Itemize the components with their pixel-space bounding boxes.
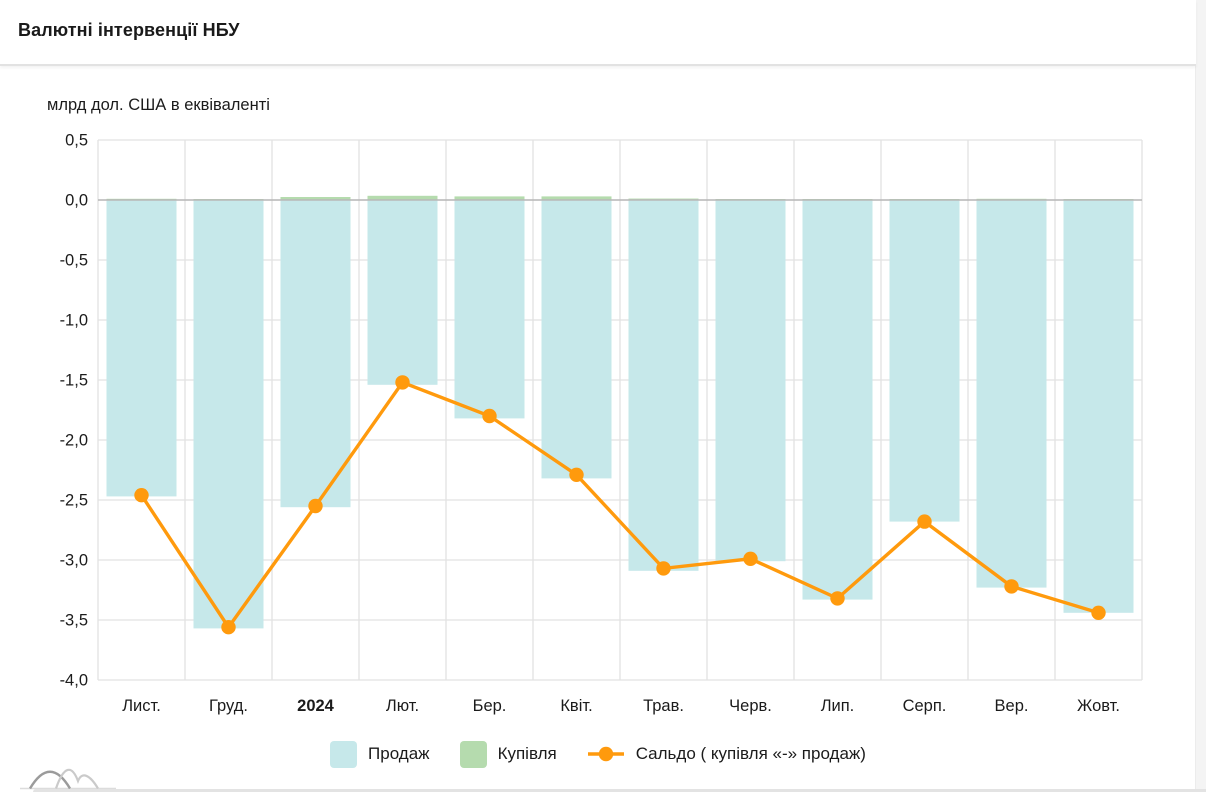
chart-area: 0,5 0,0 -0,5 -1,0 -1,5 -2,0 -2,5 -3,0 -3,5 -4,0 Ли… (0, 0, 1206, 735)
balance-point[interactable] (656, 561, 671, 576)
sell-bar[interactable] (715, 200, 786, 562)
page-header: Валютні інтервенції НБУ (0, 0, 1196, 66)
page-title: Валютні інтервенції НБУ (18, 20, 240, 40)
sell-bar[interactable] (280, 200, 351, 508)
site-logo-icon (20, 768, 116, 790)
y-tick-label: -3,0 (60, 552, 88, 570)
interventions-chart[interactable]: 0,5 0,0 -0,5 -1,0 -1,5 -2,0 -2,5 -3,0 -3,5 -4,0 Ли… (0, 0, 1206, 735)
balance-point[interactable] (569, 467, 584, 482)
buy-swatch-icon (459, 740, 487, 768)
buy-bar[interactable] (280, 197, 351, 200)
y-tick-label: 0,5 (65, 132, 88, 150)
x-tick-label: Жовт. (1077, 697, 1120, 715)
balance-point[interactable] (134, 488, 149, 503)
balance-point[interactable] (482, 408, 497, 424)
y-tick-label: -3,5 (60, 612, 88, 630)
y-tick-label: -1,5 (60, 372, 88, 390)
balance-point[interactable] (830, 591, 845, 606)
legend-item-buy[interactable]: Купівля (459, 740, 557, 768)
x-tick-label: 2024 (297, 697, 335, 715)
y-tick-label: 0,0 (65, 192, 88, 210)
balance-point[interactable] (221, 620, 236, 635)
x-tick-label: Лип. (821, 697, 855, 715)
sell-bar[interactable] (541, 200, 612, 479)
buy-bar[interactable] (541, 196, 612, 200)
sell-bar[interactable] (454, 200, 525, 419)
x-tick-label: Лист. (122, 697, 161, 715)
sell-bar[interactable] (193, 200, 264, 629)
legend-buy-label: Купівля (497, 744, 557, 763)
x-tick-label: Груд. (209, 697, 248, 715)
x-tick-label: Трав. (643, 697, 684, 715)
balance-point[interactable] (308, 498, 323, 514)
y-axis-unit-label: млрд дол. США в еквіваленті (47, 96, 270, 114)
chart-legend: Продаж Купівля Сальдо ( купівля «-» прод… (0, 737, 1196, 771)
x-tick-label: Черв. (729, 697, 772, 715)
balance-point[interactable] (1004, 579, 1019, 594)
balance-point[interactable] (1091, 605, 1106, 620)
balance-line-icon (587, 746, 624, 762)
sell-bar[interactable] (976, 200, 1047, 588)
y-tick-label: -0,5 (60, 252, 88, 270)
x-tick-label: Бер. (473, 697, 507, 715)
y-tick-label: -2,0 (60, 432, 88, 450)
balance-point[interactable] (743, 551, 758, 566)
x-tick-label: Квіт. (560, 697, 592, 715)
balance-point[interactable] (395, 375, 410, 390)
balance-line (140, 380, 1099, 631)
legend-item-sell[interactable]: Продаж (330, 740, 430, 768)
y-tick-label: -1,0 (60, 312, 88, 330)
legend-balance-label: Сальдо ( купівля «-» продаж) (635, 744, 866, 763)
buy-bar[interactable] (628, 198, 699, 200)
sell-bar[interactable] (802, 200, 873, 600)
x-tick-label: Лют. (386, 697, 419, 715)
page-right-gutter (1195, 0, 1206, 792)
next-section-edge (33, 789, 1206, 792)
sell-bar[interactable] (1063, 200, 1134, 613)
legend-item-balance[interactable]: Сальдо ( купівля «-» продаж) (587, 744, 866, 764)
sell-bar[interactable] (106, 200, 177, 497)
sell-bar[interactable] (889, 200, 960, 522)
x-tick-label: Вер. (995, 697, 1029, 715)
buy-bar[interactable] (454, 196, 525, 200)
x-tick-label: Серп. (903, 697, 947, 715)
y-tick-label: -4,0 (60, 672, 88, 690)
y-tick-label: -2,5 (60, 492, 88, 510)
sell-bar[interactable] (367, 200, 438, 385)
balance-point[interactable] (917, 514, 932, 529)
legend-sell-label: Продаж (368, 744, 430, 763)
sell-bar[interactable] (628, 200, 699, 571)
buy-bar[interactable] (367, 195, 438, 200)
sell-swatch-icon (330, 740, 358, 768)
